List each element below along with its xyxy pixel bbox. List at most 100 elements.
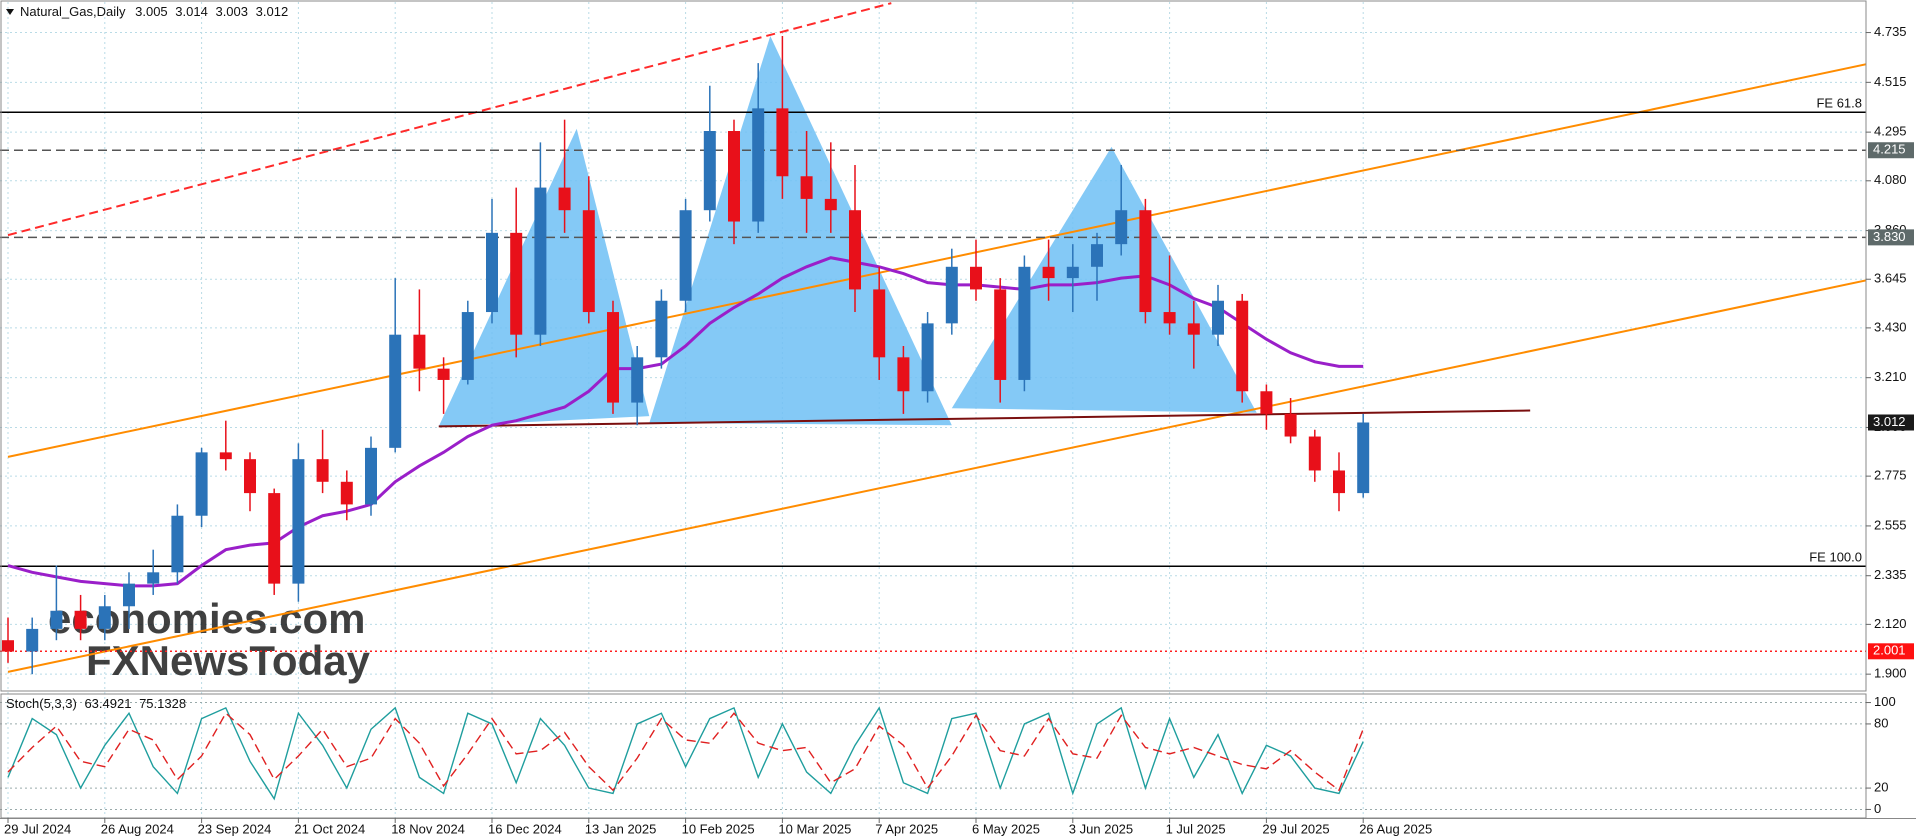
x-tick-label: 16 Dec 2024 <box>488 821 562 836</box>
candle-body <box>945 266 958 324</box>
y-tick-label: 4.515 <box>1874 74 1907 89</box>
trendline <box>438 409 1531 428</box>
candle-body <box>292 459 305 584</box>
y-tick-label: 100 <box>1874 694 1896 709</box>
trendline <box>7 279 1866 673</box>
trendline <box>7 63 1866 458</box>
x-tick-label: 29 Jul 2024 <box>4 821 71 836</box>
header-low: 3.003 <box>215 4 248 19</box>
candle-body <box>1163 312 1176 324</box>
y-tick-label: 20 <box>1874 780 1888 795</box>
candle-body <box>970 266 982 290</box>
y-tick-label: 4.735 <box>1874 24 1907 39</box>
header-open: 3.005 <box>135 4 168 19</box>
x-tick-label: 21 Oct 2024 <box>294 821 365 836</box>
candle-body <box>1139 210 1152 313</box>
y-tick-label: 2.775 <box>1874 468 1907 483</box>
candle-body <box>1042 266 1055 279</box>
candle-body <box>1115 210 1128 245</box>
candle-body <box>1066 266 1079 279</box>
x-tick-label: 1 Jul 2025 <box>1166 821 1226 836</box>
candle-body <box>365 447 377 505</box>
candle-body <box>195 452 208 516</box>
grid-layer <box>0 2 1866 818</box>
stoch-header: Stoch(5,3,3) 63.4921 75.1328 <box>6 696 186 711</box>
y-tick-label: 4.080 <box>1874 172 1907 187</box>
y-tick-label: 80 <box>1874 715 1888 730</box>
candle-body <box>486 232 498 313</box>
x-tick-label: 10 Feb 2025 <box>682 821 755 836</box>
candle-body <box>752 108 765 222</box>
candle-body <box>98 606 111 629</box>
candle-body <box>461 312 474 380</box>
level-box <box>1868 643 1914 660</box>
candle-body <box>776 108 789 177</box>
chart-header: Natural_Gas,Daily 3.005 3.014 3.003 3.01… <box>20 4 288 19</box>
level-box-label: 4.215 <box>1873 142 1906 157</box>
candle-body <box>147 572 160 584</box>
level-label: FE 100.0 <box>1809 550 1862 565</box>
candle-body <box>824 198 837 211</box>
level-box-label: 3.830 <box>1873 229 1906 244</box>
candle-body <box>800 176 813 199</box>
candle-body <box>1091 244 1103 267</box>
x-tick-label: 6 May 2025 <box>972 821 1040 836</box>
candle-body <box>316 459 329 482</box>
x-tick-label: 23 Sep 2024 <box>198 821 272 836</box>
candle-body <box>631 357 644 403</box>
y-tick-label: 3.430 <box>1874 319 1907 334</box>
y-tick-label: 0 <box>1874 801 1881 816</box>
candle-body <box>703 131 716 211</box>
candle-body <box>219 452 232 460</box>
stoch-line <box>7 706 1364 801</box>
x-tick-label: 26 Aug 2025 <box>1359 821 1432 836</box>
stoch-pane <box>7 706 1364 801</box>
menu-icon[interactable] <box>6 9 14 15</box>
level-box <box>1868 142 1914 159</box>
y-tick-label: 3.210 <box>1874 369 1907 384</box>
candle-body <box>534 187 547 335</box>
level-label: FE 61.8 <box>1816 96 1862 111</box>
candle-body <box>558 187 571 211</box>
candle-body <box>268 493 281 584</box>
candle-body <box>244 459 256 494</box>
candle-body <box>994 289 1007 380</box>
candle-body <box>849 210 861 290</box>
candle-body <box>1260 391 1273 414</box>
candle-body <box>1308 436 1321 471</box>
candle-body <box>50 610 63 629</box>
candle-body <box>655 300 668 358</box>
x-tick-label: 10 Mar 2025 <box>778 821 851 836</box>
level-box-label: 2.001 <box>1873 643 1906 658</box>
candle-body <box>1018 266 1031 380</box>
candle-body <box>1187 323 1200 335</box>
candle-body <box>340 481 353 505</box>
x-tick-label: 7 Apr 2025 <box>875 821 938 836</box>
candle-body <box>389 334 402 448</box>
x-tick-label: 3 Jun 2025 <box>1069 821 1133 836</box>
y-tick-label: 2.335 <box>1874 567 1907 582</box>
level-box <box>1868 229 1914 246</box>
last-price-box <box>1868 414 1914 431</box>
y-tick-label: 2.120 <box>1874 616 1907 631</box>
candle-body <box>74 610 87 629</box>
candle-body <box>582 210 595 313</box>
candle-body <box>873 289 886 358</box>
y-tick-label: 2.555 <box>1874 517 1907 532</box>
candle-body <box>1236 300 1249 392</box>
header-close: 3.012 <box>256 4 289 19</box>
y-tick-label: 4.295 <box>1874 124 1907 139</box>
candle-body <box>26 628 39 652</box>
stoch-d-value: 75.1328 <box>139 696 186 711</box>
candle-body <box>2 640 14 652</box>
candle-body <box>921 323 934 392</box>
candle-body <box>728 131 740 222</box>
price-pane <box>0 2 1866 675</box>
watermark: economies.com <box>48 595 365 642</box>
candle-body <box>413 334 426 369</box>
candle-body <box>1284 413 1297 437</box>
